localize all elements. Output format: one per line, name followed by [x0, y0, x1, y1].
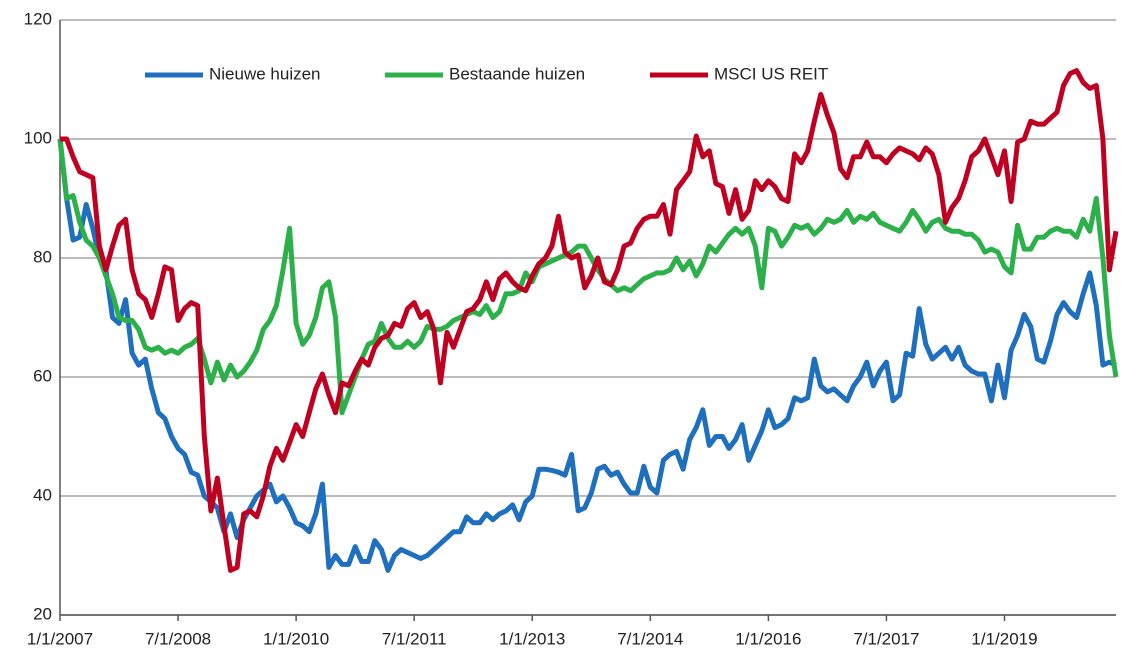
y-tick-label: 20: [33, 604, 52, 623]
y-tick-label: 60: [33, 366, 52, 385]
legend-label: MSCI US REIT: [714, 64, 828, 83]
series-line: [57, 138, 1118, 573]
x-tick-label: 1/1/2007: [27, 629, 93, 648]
legend-label: Bestaande huizen: [449, 64, 585, 83]
x-tick-label: 7/1/2014: [617, 629, 683, 648]
series-line: [60, 68, 1119, 573]
legend-label: Nieuwe huizen: [209, 64, 321, 83]
y-tick-label: 80: [33, 247, 52, 266]
y-tick-label: 40: [33, 485, 52, 504]
x-tick-label: 1/1/2016: [735, 629, 801, 648]
x-tick-label: 7/1/2011: [382, 629, 447, 648]
x-tick-label: 1/1/2013: [499, 629, 565, 648]
x-tick-label: 7/1/2017: [853, 629, 919, 648]
y-tick-label: 120: [24, 9, 52, 28]
x-tick-label: 7/1/2008: [145, 629, 211, 648]
series-line: [57, 138, 1119, 416]
x-tick-label: 1/1/2010: [263, 629, 329, 648]
x-tick-label: 1/1/2019: [971, 629, 1037, 648]
y-tick-label: 100: [24, 128, 52, 147]
